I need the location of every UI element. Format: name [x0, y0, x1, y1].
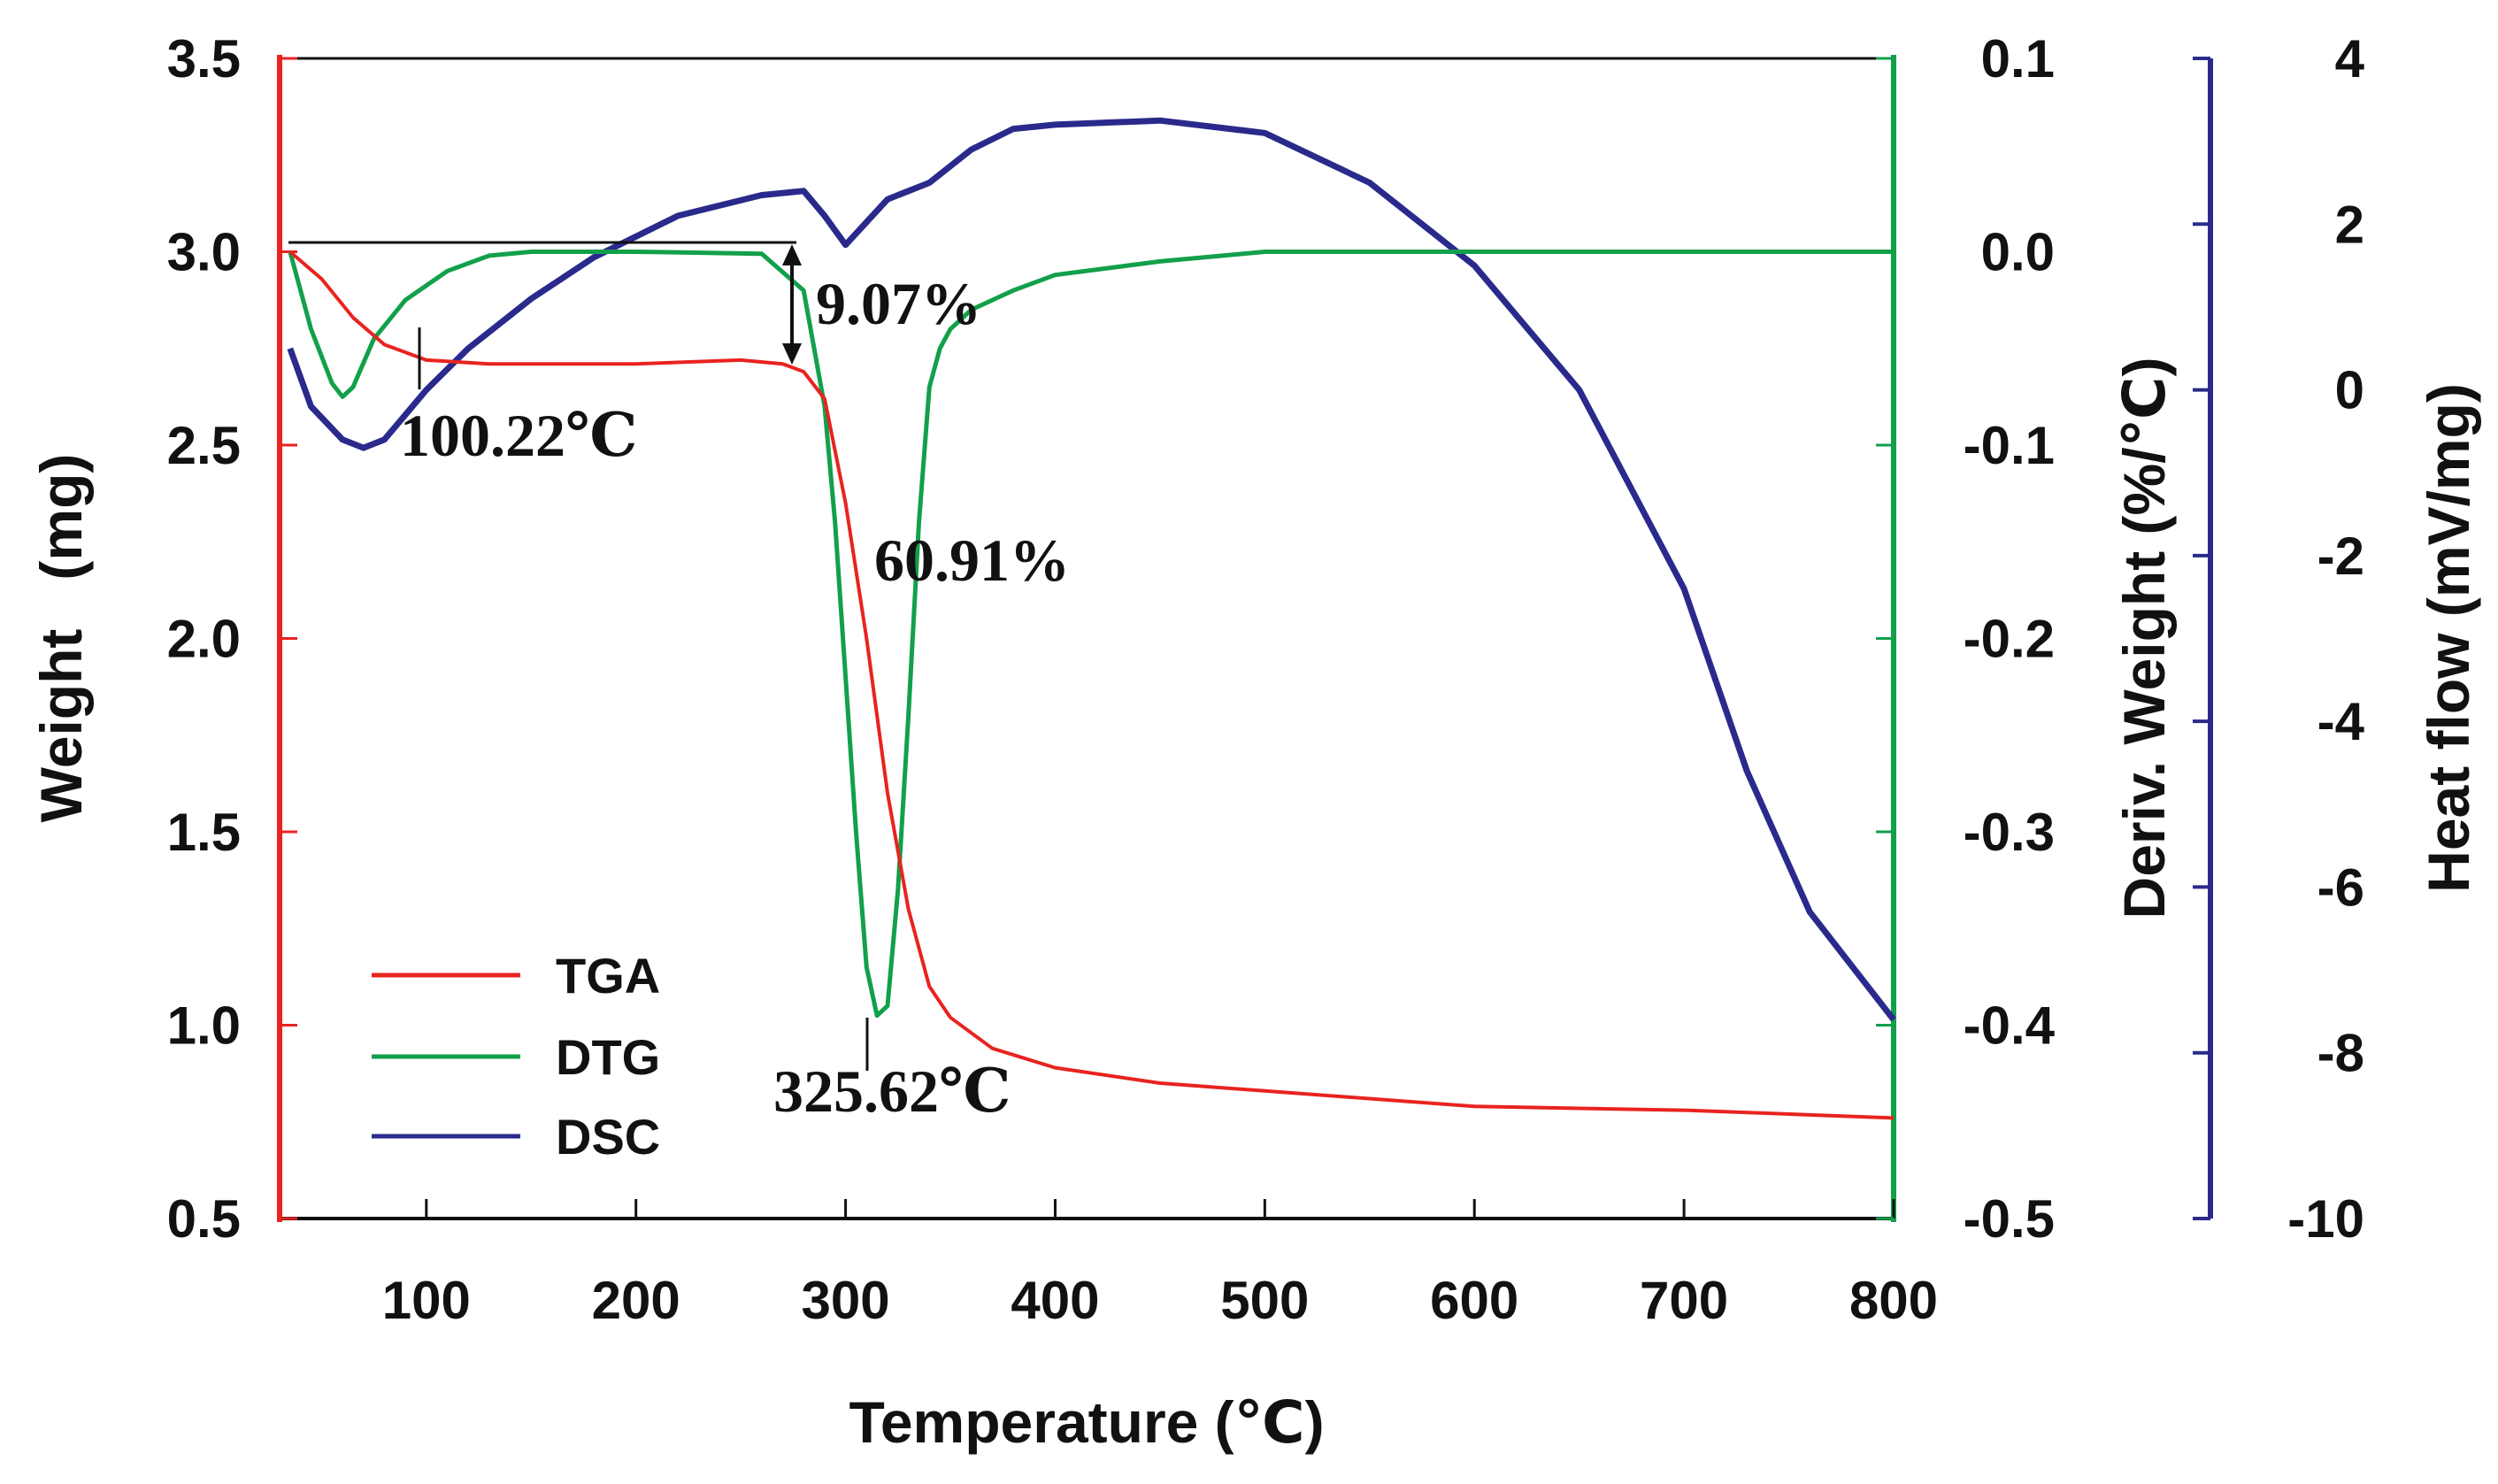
weight-tick-label: 1.5 [167, 803, 241, 862]
loss1-annotation: 9.07% [816, 270, 981, 337]
heat-tick-label: -10 [2287, 1189, 2364, 1249]
x-axis-title: Temperature (℃) [849, 1389, 1324, 1455]
heat-tick-label: 4 [2335, 29, 2365, 88]
heat-tick-label: 0 [2335, 361, 2364, 420]
heat-axis-ticks: -10 -8 -6 -4 -2 0 2 4 [2193, 29, 2365, 1249]
deriv-tick-label: -0.4 [1964, 996, 2056, 1056]
legend-dtg-label: DTG [556, 1029, 660, 1085]
weight-axis-ticks: 0.5 1.0 1.5 2.0 2.5 3.0 3.5 [167, 29, 297, 1249]
x-tick-label: 500 [1220, 1271, 1309, 1330]
weight-tick-label: 0.5 [167, 1189, 241, 1249]
x-tick-label: 700 [1640, 1271, 1728, 1330]
heat-tick-label: -4 [2317, 692, 2365, 751]
loss-arrow-head-down [782, 343, 802, 365]
x-tick-label: 400 [1011, 1271, 1099, 1330]
deriv-axis-ticks: -0.5 -0.4 -0.3 -0.2 -0.1 0.0 0.1 [1876, 29, 2056, 1249]
weight-tick-label: 3.0 [167, 223, 241, 282]
weight-axis-title: Weight (mg) [28, 454, 94, 823]
weight-tick-label: 1.0 [167, 996, 241, 1056]
legend-tga-label: TGA [556, 948, 660, 1003]
weight-tick-label: 3.5 [167, 29, 241, 88]
legend-dsc-label: DSC [556, 1109, 660, 1165]
heat-tick-label: 2 [2335, 195, 2364, 254]
heat-tick-label: -2 [2317, 527, 2364, 586]
heat-tick-label: -8 [2317, 1024, 2364, 1083]
x-tick-label: 200 [592, 1271, 680, 1330]
x-axis-ticks: 100 200 300 400 500 600 700 800 [382, 1199, 1938, 1330]
peak2-annotation: 325.62℃ [773, 1057, 1011, 1125]
deriv-tick-label: -0.3 [1964, 803, 2055, 862]
loss-arrow-head-up [782, 244, 802, 265]
weight-tick-label: 2.0 [167, 610, 241, 669]
dtg-series-line [288, 250, 1894, 1019]
deriv-tick-label: -0.1 [1964, 416, 2055, 475]
x-tick-label: 300 [802, 1271, 890, 1330]
deriv-tick-label: 0.0 [1981, 223, 2055, 282]
x-tick-label: 100 [382, 1271, 471, 1330]
deriv-tick-label: -0.5 [1964, 1189, 2055, 1249]
deriv-axis-title: Deriv. Weight (%/℃) [2111, 358, 2177, 919]
deriv-tick-label: -0.2 [1964, 610, 2055, 669]
weight-tick-label: 2.5 [167, 416, 241, 475]
loss2-annotation: 60.91% [874, 527, 1070, 594]
heat-axis-title: Heat flow (mV/mg) [2416, 383, 2481, 893]
tga-series-line [288, 250, 1895, 1120]
deriv-tick-label: 0.1 [1981, 29, 2055, 88]
dsc-series-line [287, 117, 1896, 1022]
heat-tick-label: -6 [2317, 857, 2364, 917]
x-tick-label: 600 [1430, 1271, 1518, 1330]
peak1-annotation: 100.22℃ [400, 402, 637, 469]
legend: TGA DTG DSC [372, 948, 660, 1165]
x-tick-label: 800 [1849, 1271, 1938, 1330]
